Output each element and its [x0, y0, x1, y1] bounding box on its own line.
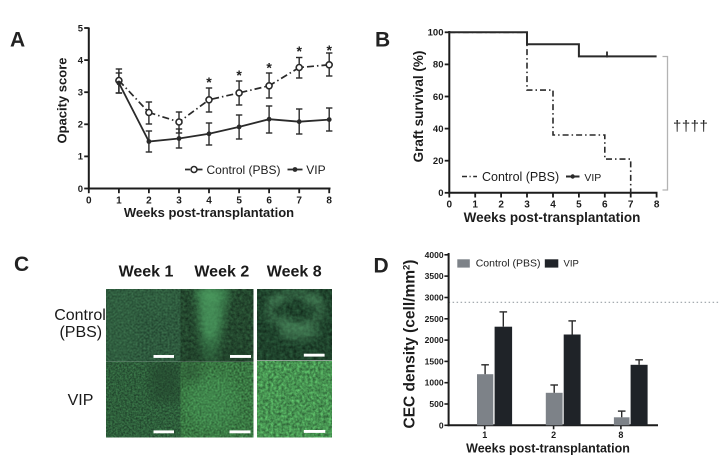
svg-text:6: 6 — [602, 200, 608, 211]
svg-text:0: 0 — [86, 196, 92, 207]
svg-text:0: 0 — [438, 188, 443, 199]
svg-text:Control: Control — [54, 307, 106, 324]
svg-text:2: 2 — [498, 200, 504, 211]
svg-text:0: 0 — [78, 184, 83, 195]
svg-text:6: 6 — [266, 196, 272, 207]
svg-text:Week 1: Week 1 — [119, 264, 174, 281]
svg-text:Weeks post-transplantation: Weeks post-transplantation — [464, 210, 641, 225]
svg-text:Weeks post-transplantation: Weeks post-transplantation — [466, 442, 630, 456]
svg-text:3500: 3500 — [425, 271, 444, 281]
svg-text:B: B — [375, 29, 390, 52]
svg-text:3: 3 — [78, 88, 83, 99]
svg-text:CEC density (cell/mm2): CEC density (cell/mm2) — [402, 260, 419, 429]
svg-text:5: 5 — [576, 200, 582, 211]
svg-text:*: * — [326, 42, 332, 58]
svg-text:500: 500 — [429, 399, 443, 409]
svg-text:Week 2: Week 2 — [194, 264, 249, 281]
svg-text:VIP: VIP — [68, 392, 94, 409]
svg-text:*: * — [296, 43, 302, 59]
svg-text:*: * — [206, 74, 212, 90]
svg-text:*: * — [266, 60, 272, 76]
svg-text:1: 1 — [78, 152, 84, 163]
svg-text:2000: 2000 — [425, 335, 444, 345]
svg-text:7: 7 — [296, 196, 302, 207]
svg-text:4: 4 — [550, 200, 556, 211]
svg-text:3000: 3000 — [425, 293, 444, 303]
svg-text:100: 100 — [428, 28, 444, 39]
svg-text:††††: †††† — [673, 118, 708, 135]
svg-text:VIP: VIP — [306, 163, 325, 177]
svg-text:Control (PBS): Control (PBS) — [207, 163, 281, 177]
svg-text:1: 1 — [116, 196, 122, 207]
svg-text:4: 4 — [206, 196, 212, 207]
svg-text:2: 2 — [146, 196, 152, 207]
svg-text:8: 8 — [654, 200, 660, 211]
svg-text:20: 20 — [433, 156, 444, 167]
svg-text:3: 3 — [524, 200, 530, 211]
svg-text:Control (PBS): Control (PBS) — [476, 258, 541, 270]
svg-text:5: 5 — [78, 23, 84, 34]
svg-text:VIP: VIP — [584, 172, 601, 184]
svg-text:1: 1 — [482, 430, 487, 440]
svg-text:Opacity score: Opacity score — [55, 58, 70, 144]
svg-text:0: 0 — [447, 200, 453, 211]
svg-text:80: 80 — [433, 60, 444, 71]
svg-text:8: 8 — [326, 196, 332, 207]
svg-text:Week 8: Week 8 — [267, 264, 322, 281]
svg-text:C: C — [14, 253, 29, 276]
svg-text:VIP: VIP — [564, 259, 579, 270]
svg-text:2: 2 — [78, 120, 83, 131]
svg-text:60: 60 — [433, 92, 444, 103]
svg-text:1500: 1500 — [425, 356, 444, 366]
svg-text:Graft survival (%): Graft survival (%) — [411, 51, 426, 163]
svg-text:0: 0 — [439, 420, 444, 430]
svg-text:5: 5 — [236, 196, 242, 207]
svg-text:4000: 4000 — [425, 250, 444, 260]
svg-text:1000: 1000 — [425, 378, 444, 388]
svg-text:2: 2 — [551, 430, 556, 440]
svg-text:A: A — [10, 29, 25, 52]
svg-text:2500: 2500 — [425, 314, 444, 324]
svg-text:D: D — [374, 255, 389, 278]
svg-text:1: 1 — [472, 200, 478, 211]
svg-text:Weeks post-transplantation: Weeks post-transplantation — [124, 205, 294, 220]
svg-text:7: 7 — [628, 200, 634, 211]
svg-text:(PBS): (PBS) — [59, 324, 102, 341]
svg-text:*: * — [236, 67, 242, 83]
svg-text:40: 40 — [433, 124, 444, 135]
svg-text:8: 8 — [618, 430, 623, 440]
svg-text:3: 3 — [176, 196, 182, 207]
svg-text:Control (PBS): Control (PBS) — [482, 170, 559, 184]
svg-text:4: 4 — [78, 55, 84, 66]
